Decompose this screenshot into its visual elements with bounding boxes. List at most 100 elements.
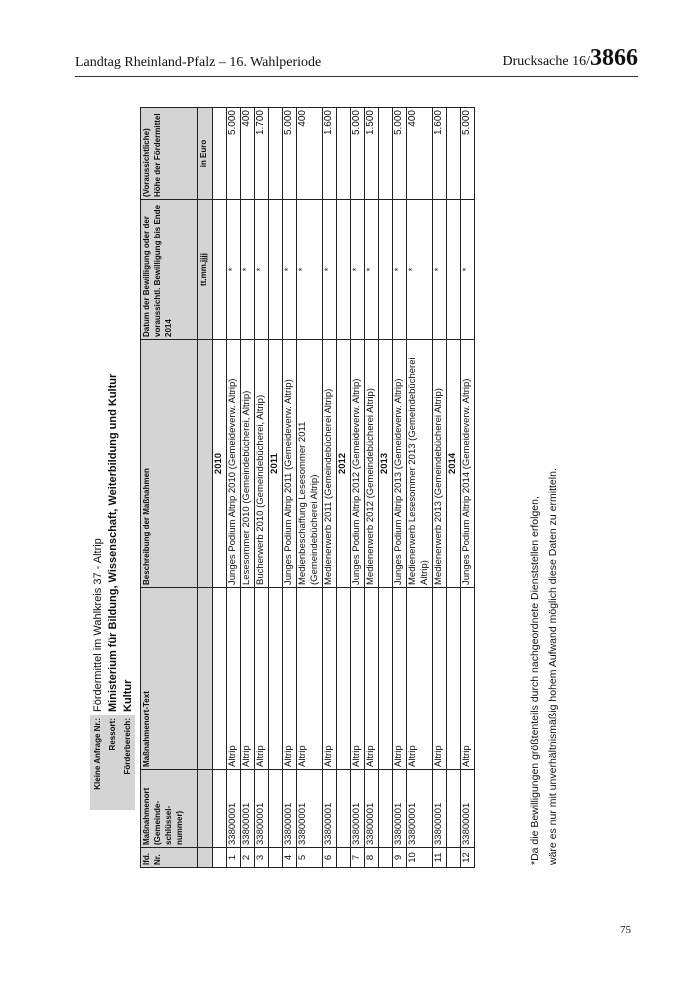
cell-amount: 1.500	[364, 107, 379, 200]
empty-cell	[446, 769, 461, 848]
cell-ort: Altrip	[460, 587, 475, 770]
empty-cell	[378, 107, 393, 200]
cell-ort: Altrip	[296, 587, 323, 770]
cell-date: *	[322, 199, 337, 340]
column-header: Datum der Bewilligung oder der voraussic…	[140, 199, 198, 340]
document-prefix: Drucksache 16/	[502, 54, 590, 69]
cell-nr: 5	[296, 847, 323, 868]
cell-desc: Medienerwerb 2012 (Gemeindebücherei Altr…	[364, 339, 379, 588]
info-value: Ministerium für Bildung, Wissenschaft, W…	[106, 373, 119, 712]
cell-ort: Altrip	[282, 587, 297, 770]
cell-nr: 7	[350, 847, 365, 868]
column-header: Maßnahmenort (Gemeinde-schlüssel-nummer)	[140, 769, 198, 848]
cell-ort: Altrip	[254, 587, 269, 770]
empty-cell	[268, 107, 283, 200]
cell-date: *	[226, 199, 241, 340]
cell-date: *	[296, 199, 323, 340]
unit-cell	[197, 339, 213, 588]
empty-cell	[378, 199, 393, 340]
cell-ort: Altrip	[240, 587, 255, 770]
empty-cell	[268, 587, 283, 770]
table-row: 10 33800001 Altrip Medienerwerb Lesesommer …	[406, 107, 433, 868]
unit-cell	[197, 769, 213, 848]
cell-date: *	[282, 199, 297, 340]
empty-cell	[336, 769, 351, 848]
cell-amount: 5.000	[350, 107, 365, 200]
cell-ort: Altrip	[226, 587, 241, 770]
cell-code: 33800001	[226, 769, 241, 848]
cell-desc: Junges Podium Altrip 2013 (Gemeideverw. …	[392, 339, 407, 588]
cell-desc: Junges Podium Altrip 2010 (Gemeideverw. …	[226, 339, 241, 588]
year-label: 2014	[446, 339, 461, 588]
cell-desc: Junges Podium Altrip 2012 (Gemeideverw. …	[350, 339, 365, 588]
empty-cell	[446, 199, 461, 340]
footnote-line: *Da die Bewilligungen größtenteils durch…	[529, 496, 541, 865]
cell-ort: Altrip	[364, 587, 379, 770]
cell-desc: Lesesommer 2010 (Gemeindebücherei, Altri…	[240, 339, 255, 588]
page-number: 75	[620, 924, 631, 936]
cell-date: *	[254, 199, 269, 340]
column-header: (Voraussichtliche) Höhe der Fördermittel	[140, 107, 198, 200]
empty-cell	[336, 107, 351, 200]
empty-cell	[378, 769, 393, 848]
cell-date: *	[364, 199, 379, 340]
footnote-line: wäre es nur mit unverhältnismäßig hohem …	[547, 468, 559, 865]
info-label: Förderbereich:	[120, 715, 135, 810]
cell-amount: 400	[296, 107, 323, 200]
cell-code: 33800001	[282, 769, 297, 848]
empty-cell	[446, 587, 461, 770]
parliament-title: Landtag Rheinland-Pfalz – 16. Wahlperiod…	[75, 55, 322, 70]
cell-nr: 10	[406, 847, 433, 868]
rotated-content: Kleine Anfrage Nr.: Fördermittel im Wahlk…	[88, 107, 563, 868]
cell-code: 33800001	[406, 769, 433, 848]
cell-nr: 2	[240, 847, 255, 868]
info-row: Ressort: Ministerium für Bildung, Wissens…	[105, 374, 120, 810]
empty-cell	[336, 847, 351, 868]
cell-nr: 11	[432, 847, 447, 868]
empty-cell	[212, 769, 227, 848]
cell-desc: Bucherwerb 2010 (Gemeindebücherei, Altri…	[254, 339, 269, 588]
document-number-value: 3866	[590, 45, 638, 71]
cell-code: 33800001	[460, 769, 475, 848]
cell-nr: 1	[226, 847, 241, 868]
document-number: Drucksache 16/3866	[503, 45, 638, 72]
cell-desc: Medienerwerb Lesesommer 2013 (Gemeindebü…	[406, 339, 433, 588]
cell-amount: 400	[406, 107, 433, 200]
empty-cell	[212, 199, 227, 340]
cell-amount: 400	[240, 107, 255, 200]
cell-amount: 5.000	[282, 107, 297, 200]
cell-nr: 4	[282, 847, 297, 868]
year-label: 2013	[378, 339, 393, 588]
cell-amount: 1.600	[432, 107, 447, 200]
cell-desc: Junges Podium Altrip 2011 (Gemeideverw. …	[282, 339, 297, 588]
info-row: Förderbereich: Kultur	[120, 374, 135, 810]
page-header: Landtag Rheinland-Pfalz – 16. Wahlperiod…	[75, 45, 638, 77]
cell-date: *	[406, 199, 433, 340]
unit-cell	[197, 587, 213, 770]
table-row: 1 33800001 Altrip Junges Podium Altrip 2010…	[226, 107, 241, 868]
empty-cell	[336, 199, 351, 340]
year-label: 2012	[336, 339, 351, 588]
cell-code: 33800001	[392, 769, 407, 848]
year-row: 2011	[268, 107, 283, 868]
cell-amount: 5.000	[226, 107, 241, 200]
cell-amount: 5.000	[460, 107, 475, 200]
empty-cell	[378, 587, 393, 770]
cell-date: *	[240, 199, 255, 340]
cell-ort: Altrip	[350, 587, 365, 770]
year-row: 2010	[212, 107, 227, 868]
cell-code: 33800001	[364, 769, 379, 848]
units-row: tt.mm.jjjj in Euro	[197, 107, 213, 868]
table-row: 3 33800001 Altrip Bucherwerb 2010 (Gemeinde…	[254, 107, 269, 868]
empty-cell	[212, 847, 227, 868]
table-row: 2 33800001 Altrip Lesesommer 2010 (Gemeinde…	[240, 107, 255, 868]
cell-date: *	[392, 199, 407, 340]
cell-desc: Medienbeschaffung Lesesommer 2011 (Gemei…	[296, 339, 323, 588]
cell-code: 33800001	[432, 769, 447, 848]
empty-cell	[446, 847, 461, 868]
table-row: 5 33800001 Altrip Medienbeschaffung Lesesom…	[296, 107, 323, 868]
column-header: lfd. Nr.	[140, 847, 198, 868]
inquiry-info: Kleine Anfrage Nr.: Fördermittel im Wahlk…	[90, 374, 135, 810]
cell-desc: Medienerwerb 2013 (Gemeindebücherei Altr…	[432, 339, 447, 588]
empty-cell	[446, 107, 461, 200]
